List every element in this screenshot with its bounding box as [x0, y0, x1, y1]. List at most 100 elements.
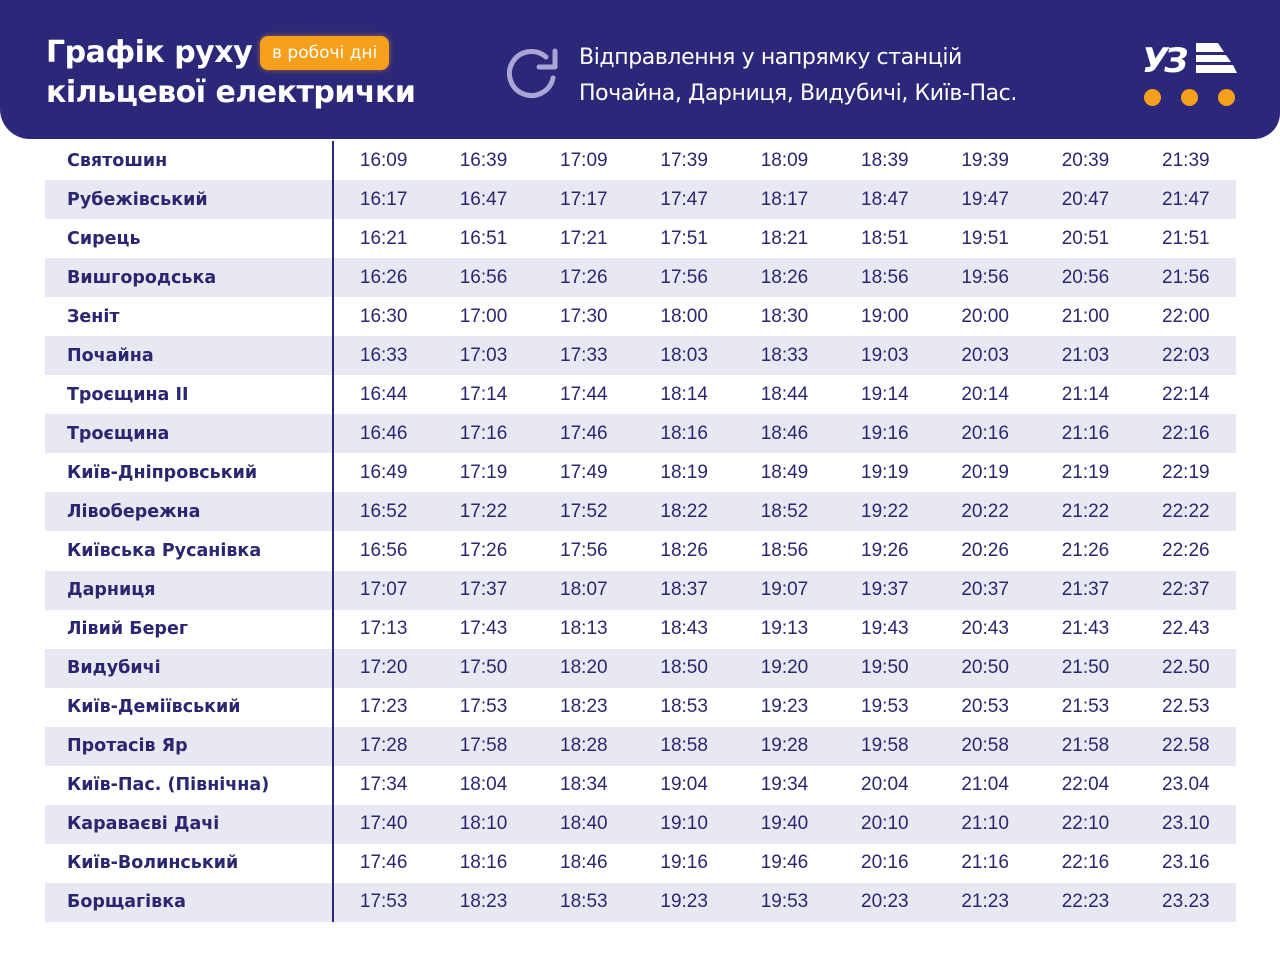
departure-time: 19:23 [760, 696, 809, 718]
departure-time: 19:16 [660, 852, 708, 874]
departure-time: 17:20 [333, 648, 434, 688]
departure-time: 17:03 [433, 336, 534, 376]
departure-time: 17:07 [333, 570, 434, 610]
departure-time: 18:09 [760, 149, 809, 171]
table-row: Київ-Дніпровський 16:49 17:19 17:49 18:19 18:… [45, 453, 1236, 493]
logo-dot-icon [1144, 89, 1161, 106]
departure-time: 22.43 [1162, 618, 1210, 640]
departure-time: 20:10 [834, 804, 935, 844]
departure-time: 17:26 [533, 258, 634, 298]
departure-time: 21:16 [961, 852, 1009, 874]
station-name: Святошин [45, 141, 334, 181]
departure-time: 17:13 [359, 618, 408, 640]
departure-time: 17:37 [433, 570, 534, 610]
station-name: Київська Русанівка [45, 531, 334, 571]
departure-time: 17:53 [459, 696, 508, 718]
departure-time: 18:51 [861, 227, 909, 249]
departure-time: 18:30 [760, 305, 809, 327]
departure-time: 19:53 [861, 696, 909, 718]
uz-logo-icon: УЗ [1140, 40, 1238, 110]
departure-time: 19:34 [760, 774, 809, 796]
departure-time: 18:46 [560, 852, 608, 874]
departure-time: 17:19 [459, 461, 508, 483]
departure-time: 17:49 [560, 461, 608, 483]
departure-time: 18:04 [459, 774, 508, 796]
departure-time: 18:26 [660, 539, 708, 561]
departure-time: 19:46 [760, 852, 809, 874]
departure-time: 18:14 [660, 383, 708, 405]
departure-time: 21:26 [1061, 539, 1110, 561]
departure-time: 19:37 [834, 570, 935, 610]
departure-time: 22:16 [1061, 852, 1110, 874]
departure-time: 17:52 [533, 492, 634, 532]
departure-time: 21:53 [1061, 696, 1110, 718]
departure-time: 18:53 [533, 882, 634, 922]
departure-time: 18:39 [861, 149, 909, 171]
departure-time: 21:37 [1035, 570, 1136, 610]
table-row: Сирець 16:21 16:51 17:21 17:51 18:21 18:51 19:5… [45, 219, 1236, 259]
departure-time: 17:28 [333, 726, 434, 766]
departure-time: 19:39 [961, 149, 1009, 171]
departure-time: 17:30 [560, 305, 608, 327]
departure-time: 19:47 [934, 180, 1036, 220]
logo-dot-icon [1181, 89, 1198, 106]
departure-time: 20:56 [1035, 258, 1136, 298]
departure-time: 18:23 [433, 882, 534, 922]
departure-time: 21:16 [1035, 414, 1136, 454]
table-row: Караваєві Дачі 17:40 18:10 18:40 19:10 19:40 2… [45, 804, 1236, 844]
departure-time: 19:13 [760, 618, 809, 640]
departure-time: 18:23 [560, 696, 608, 718]
departure-time: 17:00 [459, 305, 508, 327]
departure-time: 18:16 [633, 414, 735, 454]
station-name: Київ-Дніпровський [45, 453, 334, 493]
departure-time: 19:03 [834, 336, 935, 376]
departure-time: 20:19 [961, 461, 1009, 483]
departure-time: 16:33 [333, 336, 434, 376]
departure-time: 17:46 [359, 852, 408, 874]
departure-time: 20:22 [934, 492, 1036, 532]
title-line-2: кільцевої електрички [46, 75, 416, 110]
departure-time: 18:07 [533, 570, 634, 610]
departure-time: 18:52 [734, 492, 835, 532]
station-name: Почайна [45, 336, 334, 376]
departure-time: 22:10 [1035, 804, 1136, 844]
departure-time: 18:28 [533, 726, 634, 766]
departure-time: 18:56 [834, 258, 935, 298]
departure-time: 16:44 [359, 383, 408, 405]
departure-time: 17:22 [433, 492, 534, 532]
departure-time: 16:39 [459, 149, 508, 171]
table-row: Святошин 16:09 16:39 17:09 17:39 18:09 18:39 19… [45, 141, 1236, 181]
departure-time: 22:37 [1135, 570, 1236, 610]
station-name: Київ-Волинський [45, 843, 334, 883]
departure-time: 17:33 [533, 336, 634, 376]
departure-time: 18:19 [660, 461, 708, 483]
weekdays-badge: в робочі дні [260, 36, 390, 70]
departure-time: 17:16 [433, 414, 534, 454]
departure-time: 19:14 [861, 383, 909, 405]
station-name: Протасів Яр [45, 726, 334, 766]
departure-time: 18:20 [533, 648, 634, 688]
departure-time: 19:23 [633, 882, 735, 922]
departure-time: 20:47 [1035, 180, 1136, 220]
departure-time: 18:58 [633, 726, 735, 766]
departure-time: 18:53 [660, 696, 708, 718]
departure-time: 20:43 [961, 618, 1009, 640]
departure-time: 18:46 [734, 414, 835, 454]
departure-time: 18:56 [760, 539, 809, 561]
departure-time: 17:51 [660, 227, 708, 249]
departure-time: 22.50 [1135, 648, 1236, 688]
departure-time: 17:43 [459, 618, 508, 640]
departure-time: 21:14 [1061, 383, 1110, 405]
station-name: Видубичі [45, 648, 334, 688]
departure-time: 21:47 [1135, 180, 1236, 220]
departure-time: 22:16 [1135, 414, 1236, 454]
departure-time: 20:37 [934, 570, 1036, 610]
departure-time: 21:00 [1061, 305, 1110, 327]
departure-time: 23.23 [1135, 882, 1236, 922]
departure-time: 16:09 [359, 149, 408, 171]
departure-time: 20:58 [934, 726, 1036, 766]
departure-time: 18:13 [560, 618, 608, 640]
departure-time: 16:52 [333, 492, 434, 532]
departure-time: 17:47 [633, 180, 735, 220]
departure-time: 16:51 [459, 227, 508, 249]
